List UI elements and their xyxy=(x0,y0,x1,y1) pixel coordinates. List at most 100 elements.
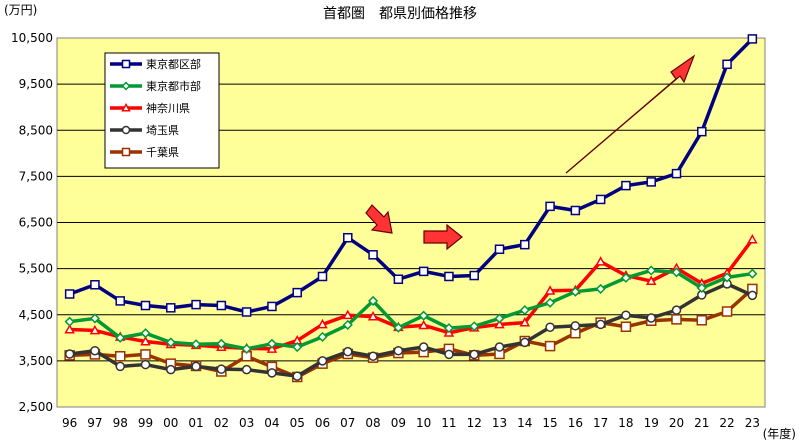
data-point xyxy=(722,59,732,70)
legend-entry: 東京都市部 xyxy=(110,79,201,93)
data-point xyxy=(115,361,125,372)
legend-marker xyxy=(121,102,131,112)
data-point xyxy=(721,306,733,317)
data-point xyxy=(545,201,555,212)
data-point xyxy=(140,359,151,370)
data-point xyxy=(393,274,404,284)
data-point xyxy=(292,287,302,298)
y-tick-label: 2,500 xyxy=(19,400,53,414)
data-point xyxy=(241,307,252,317)
series-line xyxy=(69,282,754,378)
data-point xyxy=(191,361,201,372)
x-tick-label: 96 xyxy=(62,416,77,430)
x-tick-label: 14 xyxy=(517,416,532,430)
y-axis-tick-labels: 2,500 3,500 4,500 5,500 6,500 7,500 8,500 9,500… xyxy=(11,31,53,414)
x-tick-label: 02 xyxy=(214,416,229,430)
data-point xyxy=(747,34,758,44)
legend-marker xyxy=(121,147,131,157)
data-point xyxy=(216,364,227,374)
data-point xyxy=(140,349,151,360)
data-point xyxy=(393,322,404,333)
data-point xyxy=(64,316,75,327)
data-point xyxy=(241,364,252,375)
x-tick-label: 11 xyxy=(441,416,456,430)
x-tick-label: 99 xyxy=(138,416,153,430)
data-point xyxy=(342,319,353,330)
x-tick-label: 08 xyxy=(365,416,380,430)
series-東京都区部 xyxy=(64,34,758,317)
legend-label: 東京都区部 xyxy=(146,57,201,71)
data-point xyxy=(166,303,176,313)
legend-label: 神奈川県 xyxy=(146,101,190,115)
data-point xyxy=(646,265,657,276)
y-tick-label: 9,500 xyxy=(19,77,53,91)
down-right-arrow-icon xyxy=(365,204,393,234)
data-point xyxy=(444,271,454,282)
data-point xyxy=(747,234,758,244)
data-point xyxy=(595,256,606,266)
series-layer xyxy=(64,34,758,383)
data-point xyxy=(292,371,302,381)
x-tick-label: 07 xyxy=(340,416,355,430)
data-point xyxy=(418,310,429,321)
data-point xyxy=(393,345,404,356)
data-point xyxy=(645,275,657,286)
data-point xyxy=(747,268,758,279)
data-point xyxy=(267,368,277,378)
data-point xyxy=(570,205,581,216)
data-point xyxy=(621,310,631,320)
x-tick-label: 18 xyxy=(618,416,633,430)
data-point xyxy=(165,337,176,348)
data-point xyxy=(140,335,151,346)
data-point xyxy=(545,297,556,308)
data-point xyxy=(166,364,176,375)
y-tick-label: 4,500 xyxy=(19,308,53,322)
data-point xyxy=(266,338,277,349)
x-tick-label: 12 xyxy=(467,416,482,430)
data-point xyxy=(64,289,75,299)
trend-arrows xyxy=(365,54,696,251)
data-point xyxy=(216,300,227,311)
data-point xyxy=(646,177,656,187)
data-point xyxy=(469,321,480,332)
x-tick-label: 20 xyxy=(669,416,684,430)
x-tick-label: 04 xyxy=(264,416,279,430)
legend-label: 東京都市部 xyxy=(146,79,201,93)
x-tick-label: 98 xyxy=(113,416,128,430)
data-point xyxy=(418,342,429,352)
x-tick-label: 17 xyxy=(593,416,608,430)
legend-label: 千葉県 xyxy=(146,145,179,159)
data-point xyxy=(696,315,708,326)
series-line xyxy=(69,268,753,351)
data-point xyxy=(418,319,429,330)
data-point xyxy=(418,266,429,277)
data-point xyxy=(595,194,606,205)
data-point xyxy=(620,272,631,283)
legend-marker xyxy=(121,59,131,69)
data-point xyxy=(469,270,479,281)
x-tick-label: 03 xyxy=(239,416,254,430)
x-tick-label: 09 xyxy=(391,416,406,430)
data-point xyxy=(317,318,328,329)
data-point xyxy=(368,295,379,306)
data-point xyxy=(140,328,151,339)
data-point xyxy=(64,323,75,334)
x-tick-label: 16 xyxy=(568,416,583,430)
data-point xyxy=(545,322,555,332)
data-point xyxy=(722,272,733,283)
x-tick-label: 05 xyxy=(290,416,305,430)
legend-marker xyxy=(121,81,131,91)
data-point xyxy=(519,317,531,327)
legend-label: 埼玉県 xyxy=(146,123,179,137)
x-tick-label: 06 xyxy=(315,416,330,430)
data-point xyxy=(570,321,581,331)
y-tick-label: 7,500 xyxy=(19,169,53,183)
data-point xyxy=(317,331,328,342)
series-埼玉県 xyxy=(64,279,758,381)
y-tick-label: 8,500 xyxy=(19,123,53,137)
data-point xyxy=(444,349,454,360)
x-tick-label: 13 xyxy=(492,416,507,430)
data-point xyxy=(241,343,252,354)
